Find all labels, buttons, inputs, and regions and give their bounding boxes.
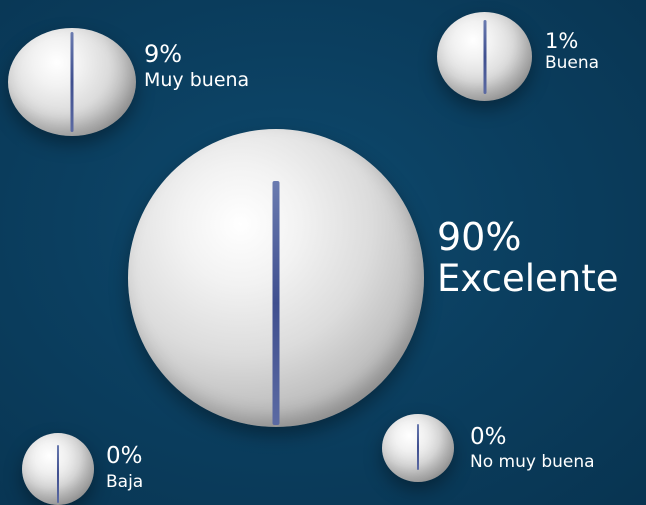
ball-seam xyxy=(272,181,280,425)
rating-name: Excelente xyxy=(437,256,619,300)
rating-label-buena: 1% Buena xyxy=(545,30,599,73)
ball-no-muy-buena xyxy=(382,414,454,482)
rating-percent: 0% xyxy=(106,443,143,469)
ball-excelente xyxy=(128,129,424,427)
rating-label-baja: 0% Baja xyxy=(106,444,143,492)
ball-seam xyxy=(57,445,59,503)
rating-name: Baja xyxy=(106,472,144,493)
rating-name: Buena xyxy=(545,53,600,74)
rating-label-muy-buena: 9% Muy buena xyxy=(144,40,250,92)
rating-percent: 0% xyxy=(470,424,507,450)
ball-seam xyxy=(483,20,486,94)
rating-percent: 9% xyxy=(144,40,183,68)
rating-name: Muy buena xyxy=(144,69,250,92)
rating-percent: 1% xyxy=(545,29,579,53)
ball-buena xyxy=(437,12,532,101)
ball-baja xyxy=(22,433,94,505)
ball-seam xyxy=(417,424,419,470)
ball-muy-buena xyxy=(8,28,136,136)
rating-name: No muy buena xyxy=(470,452,595,473)
rating-label-no-muy-buena: 0% No muy buena xyxy=(470,425,595,472)
rating-percent: 90% xyxy=(437,215,522,259)
ball-seam xyxy=(70,32,74,132)
rating-label-excelente: 90% Excelente xyxy=(437,215,619,300)
